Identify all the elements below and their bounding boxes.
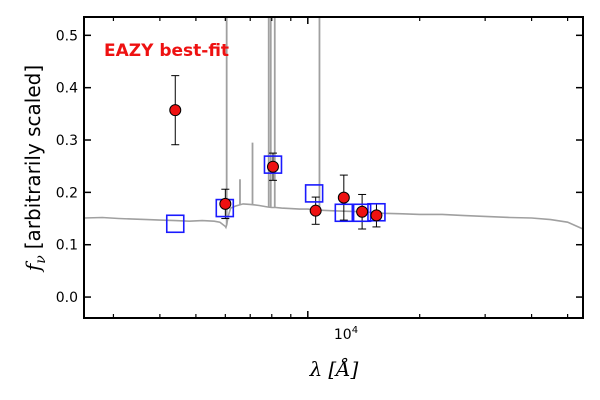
x-axis-symbol: λ <box>309 357 323 381</box>
observed-point <box>370 209 383 222</box>
model-photometry-square <box>334 203 354 223</box>
plot-frame <box>83 16 584 319</box>
observed-photometry <box>169 104 383 222</box>
y-tick-label: 0.2 <box>56 185 78 201</box>
model-photometry-square <box>352 203 372 223</box>
model-photometry <box>165 155 386 234</box>
observed-point <box>309 204 322 217</box>
x-tick-label-10000: 104 <box>334 325 358 343</box>
observed-point <box>169 104 182 117</box>
y-tick-label: 0.4 <box>56 81 78 97</box>
observed-point <box>356 205 369 218</box>
template-continuum <box>84 203 583 230</box>
model-photometry-square <box>165 214 185 234</box>
template-spectrum <box>84 17 583 230</box>
observed-point <box>337 191 350 204</box>
model-photometry-square <box>263 155 283 174</box>
y-tick-label: 0.1 <box>56 238 78 254</box>
x-axis-label: λ [Å] <box>309 356 359 381</box>
y-axis-text: [arbitrarily scaled] <box>21 65 45 249</box>
y-tick-label: 0.5 <box>56 28 78 44</box>
error-bars <box>171 75 381 230</box>
x-axis-unit: [Å] <box>328 356 358 381</box>
annotation-eazy-best-fit: EAZY best-fit <box>104 41 229 61</box>
model-photometry-square <box>304 184 324 203</box>
observed-point <box>219 197 232 210</box>
observed-point <box>266 160 279 173</box>
y-tick-label: 0.3 <box>56 133 78 149</box>
y-axis-label: fν[arbitrarily scaled] <box>21 65 49 273</box>
y-tick-label: 0.0 <box>56 290 78 306</box>
y-axis-subscript: ν <box>33 255 49 264</box>
